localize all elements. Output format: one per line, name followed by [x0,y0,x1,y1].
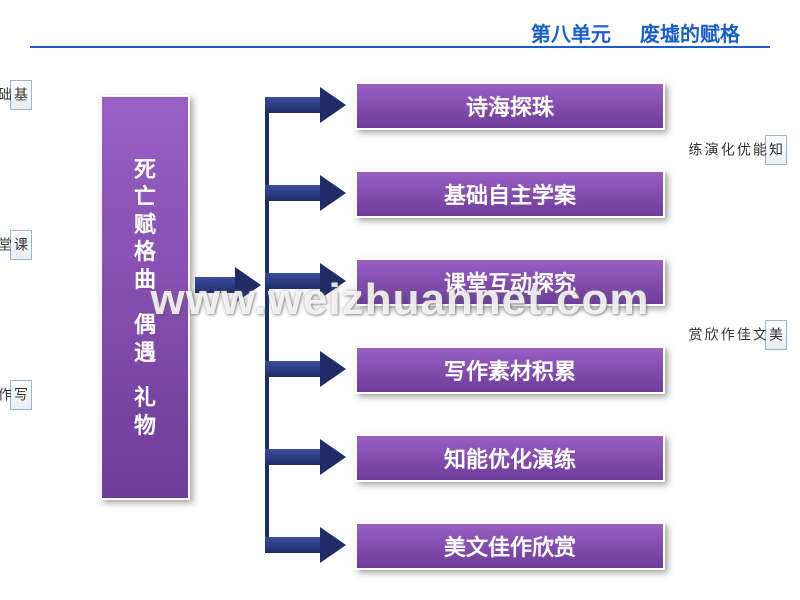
target-box[interactable]: 基础自主学案 [355,170,665,218]
chapter-title: 废墟的赋格 [640,24,740,46]
target-box[interactable]: 课堂互动探究 [355,258,665,306]
sidebar-item[interactable]: 美文佳作欣赏 [765,320,787,350]
target-box[interactable]: 美文佳作欣赏 [355,522,665,570]
sidebar-item[interactable]: 基础自主学案 [10,80,32,110]
sidebar-item[interactable]: 知能优化演练 [765,135,787,165]
target-box[interactable]: 知能优化演练 [355,434,665,482]
header-rule [30,46,770,48]
sidebar-item[interactable]: 课堂互动探究 [10,230,32,260]
target-box[interactable]: 写作素材积累 [355,346,665,394]
unit-label: 第八单元 [531,24,611,46]
main-topic-box: 死亡赋格曲偶遇礼物 [100,95,190,500]
arrow-trunk [265,105,269,545]
sidebar-item[interactable]: 写作素材积累 [10,380,32,410]
target-box[interactable]: 诗海探珠 [355,82,665,130]
page-header: 第八单元 废墟的赋格 [531,18,740,47]
